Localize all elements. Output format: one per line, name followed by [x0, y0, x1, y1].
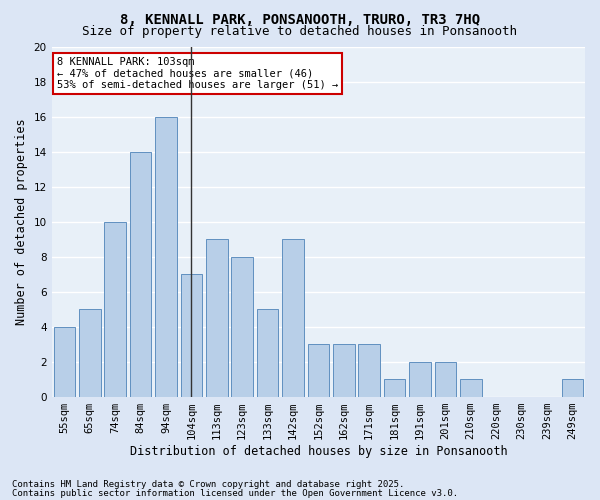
Text: Size of property relative to detached houses in Ponsanooth: Size of property relative to detached ho… [83, 25, 517, 38]
Bar [282, 239, 304, 396]
Text: 8, KENNALL PARK, PONSANOOTH, TRURO, TR3 7HQ: 8, KENNALL PARK, PONSANOOTH, TRURO, TR3 … [120, 12, 480, 26]
Text: Contains public sector information licensed under the Open Government Licence v3: Contains public sector information licen… [12, 488, 458, 498]
Bar [358, 344, 380, 397]
Bar [257, 309, 278, 396]
Bar [409, 362, 431, 396]
Bar [130, 152, 151, 396]
Bar [384, 379, 406, 396]
Y-axis label: Number of detached properties: Number of detached properties [15, 118, 28, 325]
Bar [308, 344, 329, 397]
Bar [434, 362, 456, 396]
Bar [53, 326, 75, 396]
Text: 8 KENNALL PARK: 103sqm
← 47% of detached houses are smaller (46)
53% of semi-det: 8 KENNALL PARK: 103sqm ← 47% of detached… [57, 57, 338, 90]
Bar [206, 239, 227, 396]
Bar [79, 309, 101, 396]
Bar [155, 116, 177, 396]
Bar [181, 274, 202, 396]
Bar [460, 379, 482, 396]
Bar [232, 256, 253, 396]
Bar [104, 222, 126, 396]
Bar [562, 379, 583, 396]
Text: Contains HM Land Registry data © Crown copyright and database right 2025.: Contains HM Land Registry data © Crown c… [12, 480, 404, 489]
Bar [333, 344, 355, 397]
X-axis label: Distribution of detached houses by size in Ponsanooth: Distribution of detached houses by size … [130, 444, 507, 458]
